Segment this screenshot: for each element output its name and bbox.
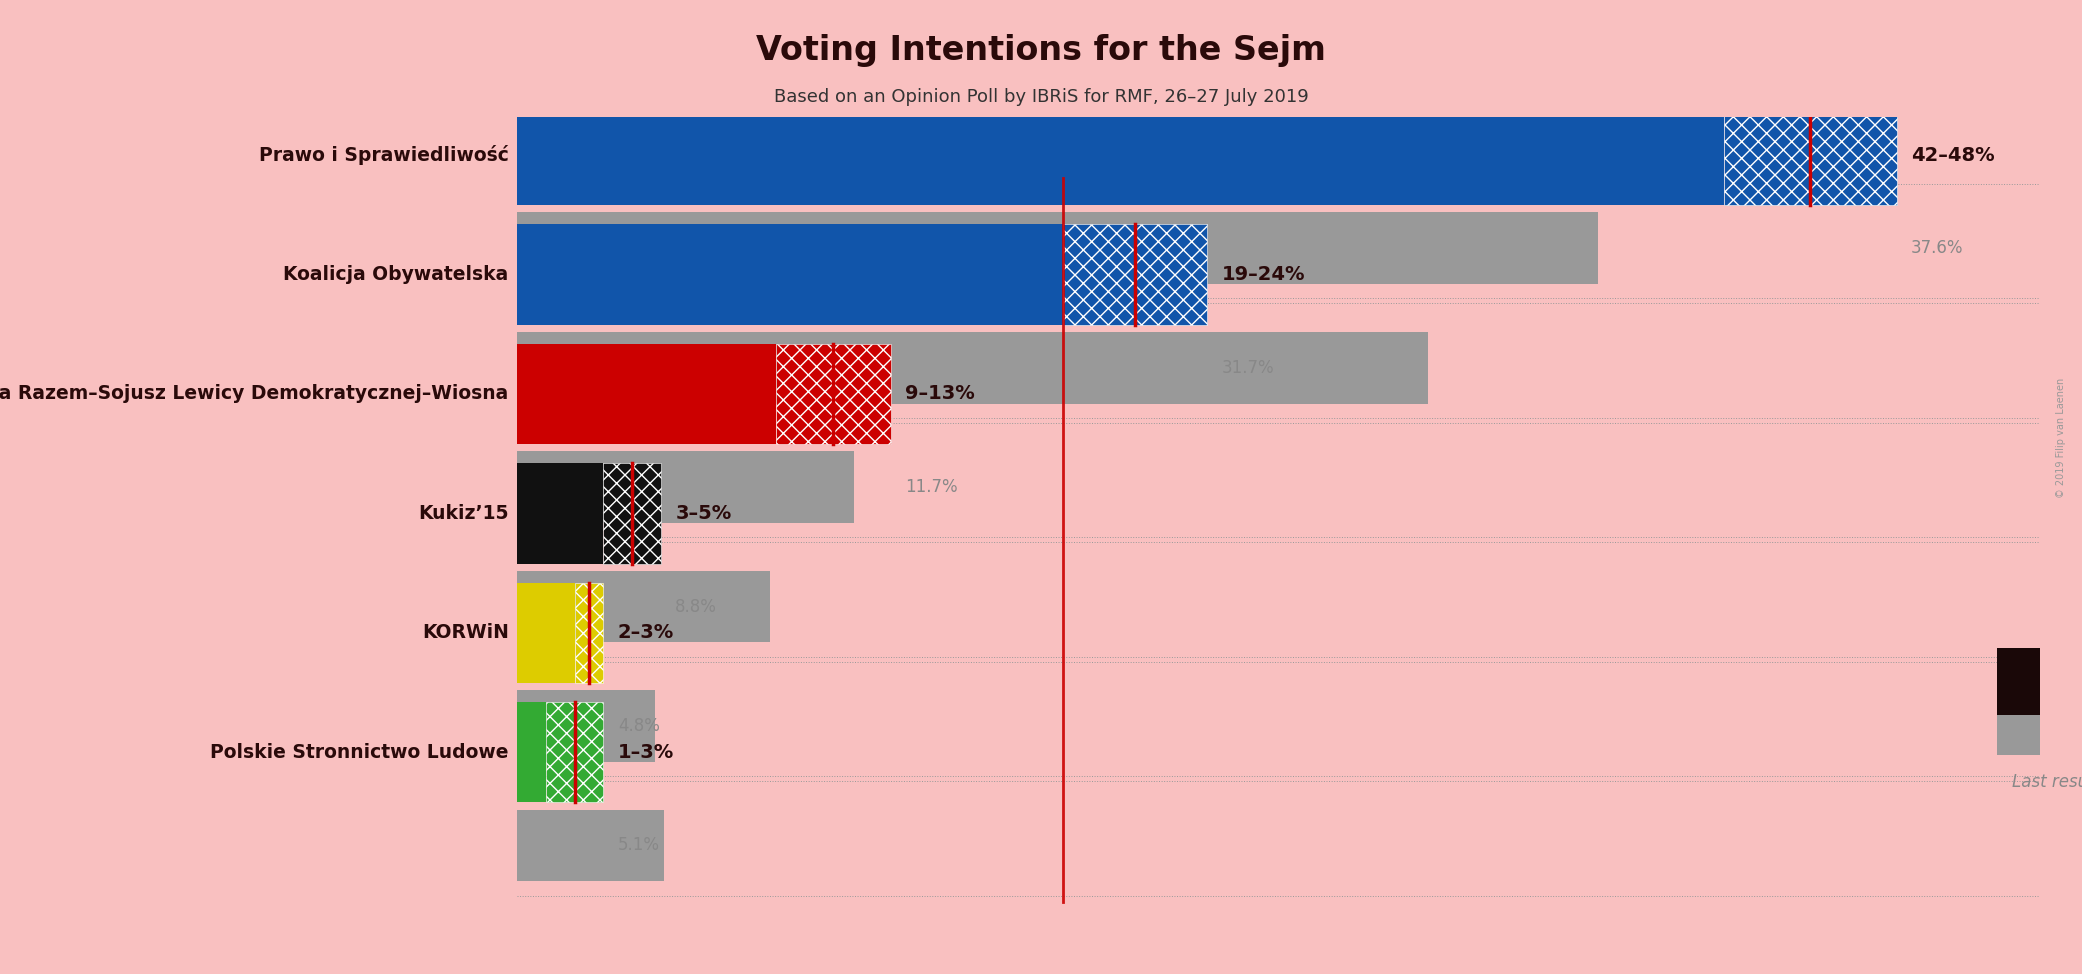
Text: KORWiN: KORWiN xyxy=(423,623,508,643)
Bar xyxy=(1064,224,1208,324)
Text: 31.7%: 31.7% xyxy=(1222,358,1274,377)
Bar xyxy=(516,809,664,881)
Text: Polskie Stronnictwo Ludowe: Polskie Stronnictwo Ludowe xyxy=(210,743,508,762)
Text: Koalicja Obywatelska: Koalicja Obywatelska xyxy=(283,265,508,284)
Bar xyxy=(516,582,575,683)
Text: 8.8%: 8.8% xyxy=(675,598,716,616)
Text: 11.7%: 11.7% xyxy=(906,478,958,496)
Bar xyxy=(516,571,770,643)
Bar xyxy=(516,691,656,762)
Text: 4.8%: 4.8% xyxy=(618,717,660,735)
Text: 1–3%: 1–3% xyxy=(618,743,675,762)
Text: 3–5%: 3–5% xyxy=(675,504,731,523)
Text: Lewica Razem–Sojusz Lewicy Demokratycznej–Wiosna: Lewica Razem–Sojusz Lewicy Demokratyczne… xyxy=(0,385,508,403)
Text: Last result: Last result xyxy=(2011,772,2082,791)
Text: Voting Intentions for the Sejm: Voting Intentions for the Sejm xyxy=(756,34,1326,67)
Bar xyxy=(516,702,545,803)
Bar xyxy=(604,464,660,564)
Text: 9–13%: 9–13% xyxy=(906,385,974,403)
Text: 42–48%: 42–48% xyxy=(1911,145,1995,165)
Text: © 2019 Filip van Laenen: © 2019 Filip van Laenen xyxy=(2057,378,2065,499)
Text: Prawo i Sprawiedliwość: Prawo i Sprawiedliwość xyxy=(258,145,508,166)
Bar xyxy=(1997,704,2082,755)
Text: 2–3%: 2–3% xyxy=(618,623,675,643)
Bar xyxy=(516,212,1597,284)
Bar xyxy=(516,464,604,564)
Bar xyxy=(777,344,891,444)
Text: Based on an Opinion Poll by IBRiS for RMF, 26–27 July 2019: Based on an Opinion Poll by IBRiS for RM… xyxy=(775,88,1307,105)
Text: 37.6%: 37.6% xyxy=(1911,240,1963,257)
Text: Kukiz’15: Kukiz’15 xyxy=(418,504,508,523)
Bar xyxy=(1724,105,1897,206)
Bar xyxy=(545,702,604,803)
Bar xyxy=(575,582,604,683)
Text: 5.1%: 5.1% xyxy=(618,837,660,854)
Bar xyxy=(516,451,854,523)
Bar xyxy=(516,344,777,444)
Bar xyxy=(1997,649,2082,715)
Bar xyxy=(516,332,1428,403)
Text: 19–24%: 19–24% xyxy=(1222,265,1305,284)
Bar xyxy=(516,105,1724,206)
Bar xyxy=(516,224,1064,324)
